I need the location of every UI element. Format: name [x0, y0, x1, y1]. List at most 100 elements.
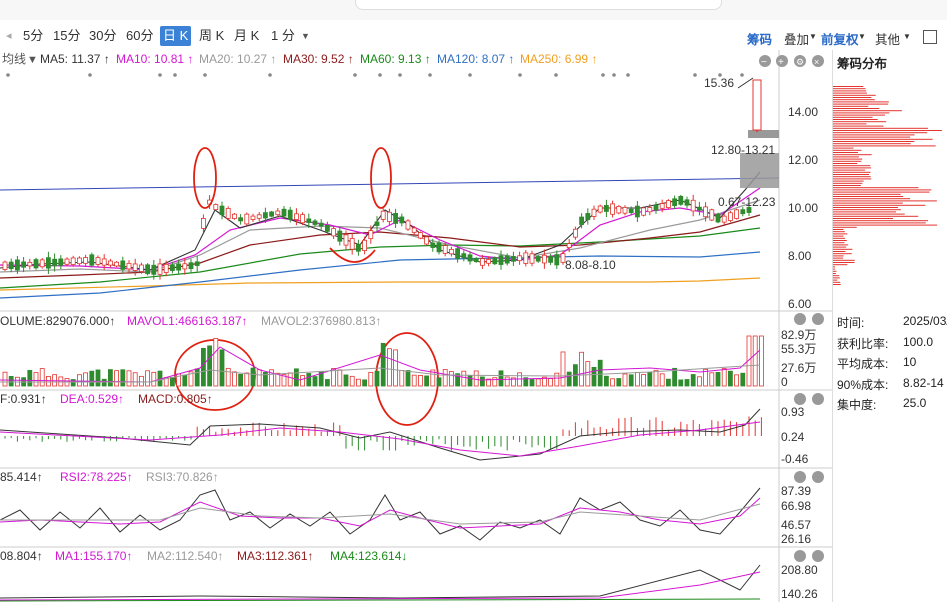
volume-bar-76: [473, 370, 479, 387]
overlay-button[interactable]: 叠加: [784, 33, 810, 47]
volume-bar-59: [368, 371, 374, 387]
volume-bar-85: [529, 379, 535, 387]
svg-text:85.414↑: 85.414↑: [0, 470, 43, 484]
candle-63: [393, 208, 399, 229]
annotation-mid: 0.67-12.23: [718, 195, 776, 209]
candle-9: [58, 255, 64, 270]
chip-bar-48: [833, 191, 930, 193]
candle-89: [554, 250, 560, 270]
volume-bar-117: [728, 370, 733, 387]
candle-91: [566, 239, 572, 253]
chip-bar-15: [833, 119, 878, 120]
candle-99: [616, 204, 622, 215]
y-tick-8: 8.00: [788, 249, 812, 263]
svg-text:⚙: ⚙: [796, 57, 804, 67]
chip-bar-36: [833, 165, 871, 167]
left-arrow-icon[interactable]: ◂: [6, 30, 12, 42]
chip-bar-69: [833, 237, 846, 239]
other-button[interactable]: 其他: [875, 33, 901, 47]
chip-bar-43: [833, 180, 864, 182]
svg-text:MACD:0.805↑: MACD:0.805↑: [138, 392, 213, 406]
volume-bar-121: [752, 335, 758, 387]
settings-icon: [794, 55, 806, 67]
svg-text:208.80: 208.80: [781, 563, 818, 577]
rsi2-line: [0, 497, 761, 529]
volume-bar-110: [684, 379, 690, 387]
tab-15min[interactable]: 15分: [53, 28, 81, 43]
volume-bar-58: [362, 379, 368, 387]
chip-bar-13: [833, 114, 885, 116]
candle-19: [120, 256, 126, 274]
chip-bar-23: [833, 136, 911, 138]
volume-bar-89: [554, 372, 560, 387]
chip-bar-11: [833, 110, 902, 112]
volume-bar-53: [331, 367, 337, 387]
chip-bar-17: [833, 123, 867, 125]
candle-81: [504, 253, 510, 266]
adjust-button[interactable]: 前复权: [821, 33, 859, 47]
volume-bar-49: [306, 373, 312, 387]
svg-text:▼: ▼: [27, 54, 38, 66]
volume-bar-22: [138, 375, 144, 387]
info-value-90cost: 8.82-14: [903, 376, 944, 390]
candle-26: [163, 260, 169, 277]
chip-bar-62: [833, 222, 926, 224]
candle-37: [231, 212, 237, 220]
svg-text:MAVOL2:376980.813↑: MAVOL2:376980.813↑: [261, 314, 382, 328]
volume-bar-113: [703, 368, 708, 387]
volume-bar-86: [535, 378, 541, 387]
candle-115: [715, 212, 721, 224]
volume-bar-41: [256, 369, 262, 387]
svg-text:27.6万: 27.6万: [781, 361, 816, 375]
chip-bar-85: [833, 273, 836, 274]
volume-bar-37: [231, 371, 237, 387]
ma60-line: [0, 227, 761, 289]
chip-bar-28: [833, 147, 854, 149]
chip-bar-76: [833, 253, 852, 255]
volume-bar-114: [709, 372, 715, 387]
main-y-axis: 14.00 12.00 10.00 8.00 6.00: [788, 105, 818, 311]
chip-bar-63: [833, 224, 938, 226]
volume-bar-18: [114, 370, 119, 387]
candle-47: [293, 208, 299, 226]
overlay-dropdown-icon[interactable]: ▼: [809, 32, 817, 41]
candle-120: [746, 203, 752, 217]
chip-bar-71: [833, 242, 845, 244]
dropdown-icon[interactable]: ▼: [301, 31, 310, 41]
svg-text:RSI3:70.826↑: RSI3:70.826↑: [146, 470, 219, 484]
candle-116: [721, 213, 727, 225]
tab-30min[interactable]: 30分: [89, 28, 117, 43]
volume-bar-13: [83, 372, 88, 387]
search-box[interactable]: [355, 0, 722, 10]
volume-bar-0: [2, 371, 8, 387]
info-label-90cost: 90%成本:: [837, 378, 889, 392]
tab-monthly[interactable]: 月 K: [234, 28, 260, 43]
info-label-avgcost: 平均成本:: [837, 357, 889, 371]
tab-60min[interactable]: 60分: [126, 28, 154, 43]
window-toggle-icon[interactable]: [923, 30, 937, 44]
candle-61: [380, 208, 386, 223]
tab-5min[interactable]: 5分: [23, 28, 44, 43]
chip-button[interactable]: 筹码: [747, 33, 773, 47]
tab-1min[interactable]: 1 分: [271, 28, 295, 43]
tab-daily[interactable]: 日 K: [160, 26, 192, 46]
other-dropdown-icon[interactable]: ▼: [903, 32, 911, 41]
volume-bar-94: [585, 361, 591, 387]
volume-bar-46: [287, 372, 293, 387]
chip-bar-61: [833, 220, 929, 222]
candle-29: [182, 258, 188, 275]
info-label-concentration: 集中度:: [837, 398, 877, 412]
candle-43: [269, 210, 275, 218]
adjust-dropdown-icon[interactable]: ▼: [858, 32, 866, 41]
top-strip: [0, 0, 947, 20]
chip-bar-35: [833, 163, 858, 164]
candle-24: [151, 259, 157, 280]
volume-bar-112: [697, 376, 702, 387]
stock-chart[interactable]: 均线 ▼ MA5: 11.37 ↑ MA10: 10.81 ↑ MA20: 10…: [0, 50, 832, 602]
candle-16: [101, 254, 107, 270]
candle-39: [244, 212, 250, 226]
tab-weekly[interactable]: 周 K: [199, 28, 225, 43]
chip-bar-38: [833, 169, 866, 171]
volume-bar-80: [498, 370, 504, 387]
candle-11: [70, 255, 76, 267]
